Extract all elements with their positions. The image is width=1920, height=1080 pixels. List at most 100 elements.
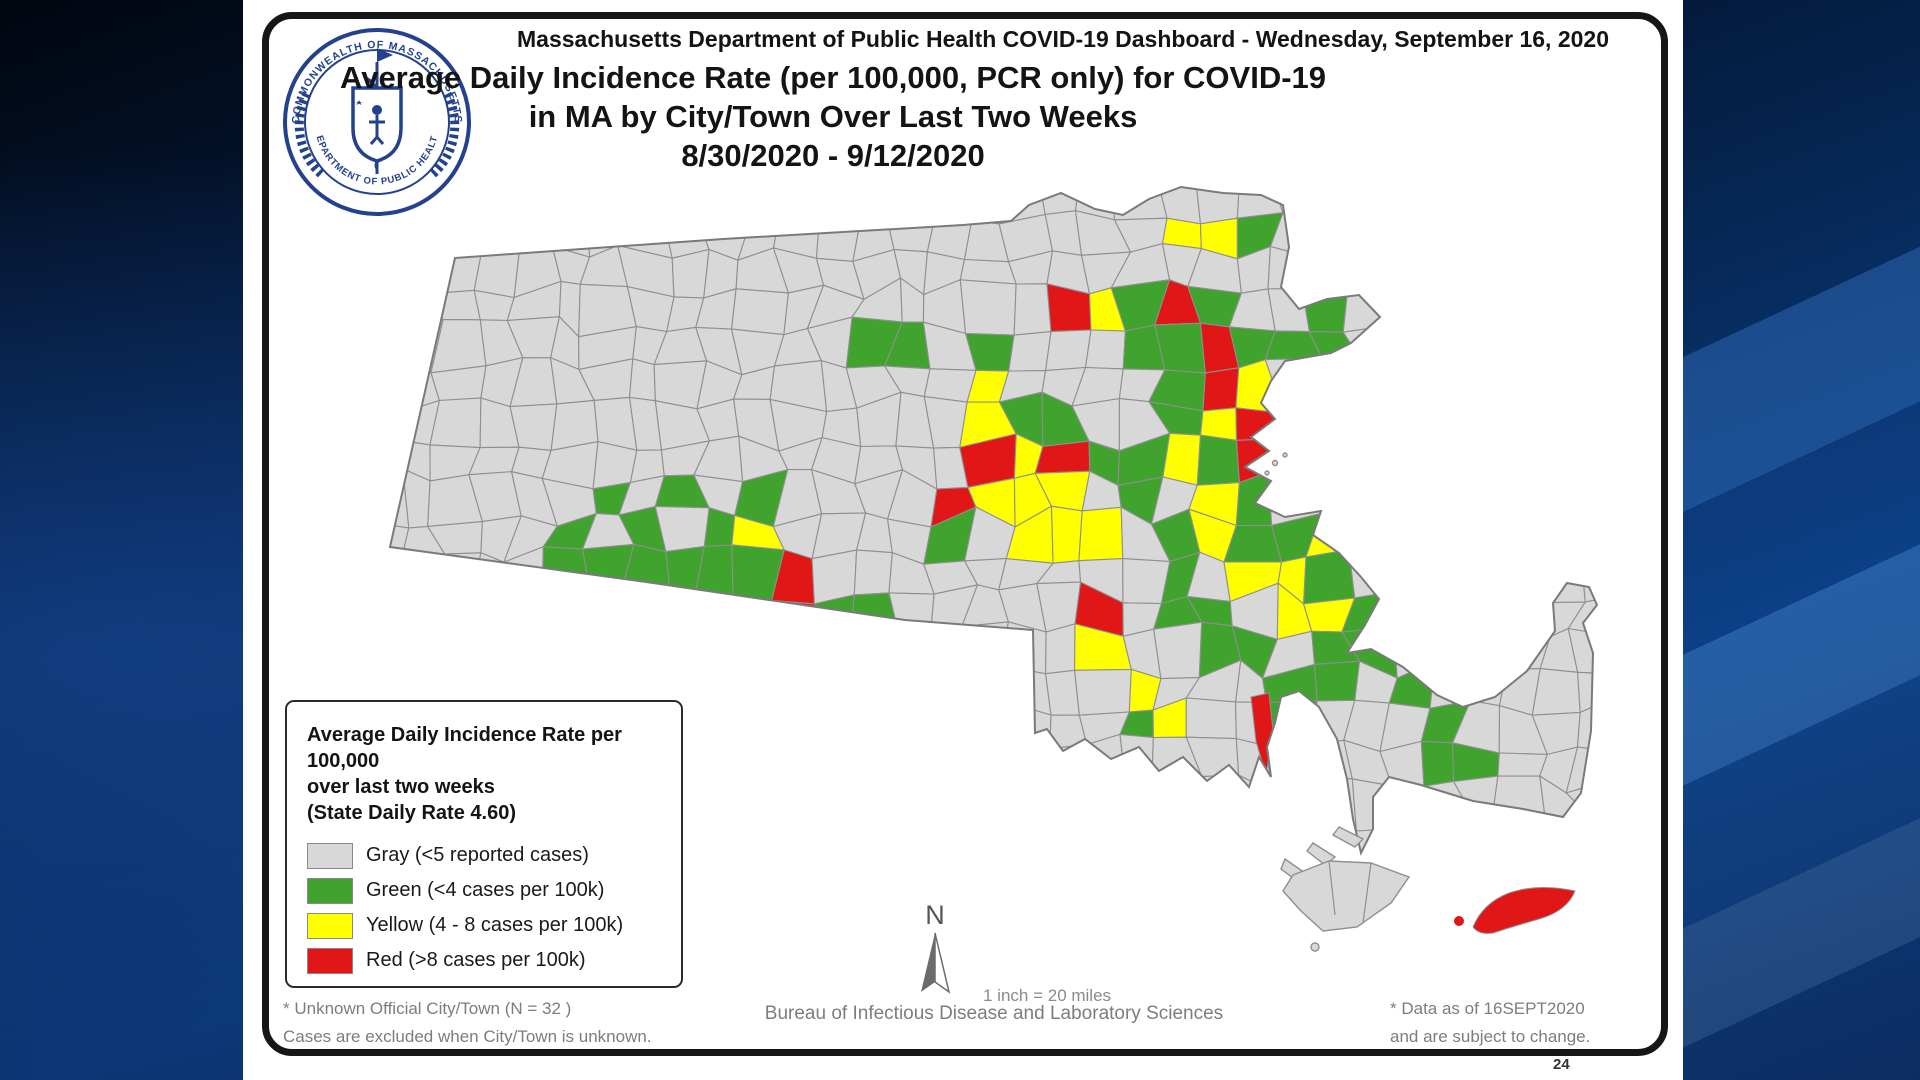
town-cell	[1528, 475, 1574, 522]
town-cell	[390, 519, 410, 565]
legend-row-red: Red (>8 cases per 100k)	[307, 943, 661, 978]
town-cell	[961, 740, 1007, 788]
town-cell	[1497, 752, 1549, 777]
town-cell	[473, 585, 511, 633]
town-cell	[1319, 478, 1347, 515]
town-cell	[1606, 471, 1623, 519]
elizabeth-island-icon	[1331, 826, 1365, 848]
town-cell	[691, 813, 750, 853]
town-cell	[323, 431, 368, 488]
town-cell	[1381, 824, 1428, 853]
town-cell	[1273, 410, 1316, 445]
town-cell	[1153, 850, 1205, 853]
town-cell	[1577, 671, 1597, 714]
town-cell	[701, 622, 744, 666]
page-number: 24	[1553, 1056, 1570, 1073]
town-cell	[933, 187, 973, 221]
legend-label-red: Red (>8 cases per 100k)	[366, 949, 586, 971]
town-cell	[507, 187, 558, 225]
town-cell	[890, 699, 938, 746]
background-stripes	[1683, 0, 1920, 1080]
north-indicator: N	[915, 900, 955, 1001]
town-cell	[1574, 279, 1597, 338]
town-cell	[995, 664, 1052, 716]
town-cell	[961, 621, 1010, 669]
town-cell	[390, 630, 397, 678]
dashboard-slide: COMMONWEALTH OF MASSACHUSETTS DEPARTMENT…	[243, 0, 1683, 1080]
town-cell	[1453, 667, 1508, 707]
town-cell	[1264, 357, 1323, 414]
town-cell	[390, 363, 400, 415]
town-cell	[1463, 852, 1508, 853]
town-cell	[654, 622, 713, 672]
town-cell	[390, 552, 404, 600]
town-cell	[694, 772, 750, 816]
town-cell	[435, 187, 481, 215]
town-cell	[1121, 815, 1169, 853]
town-cell	[390, 622, 448, 678]
island-town-lines	[1328, 860, 1372, 924]
town-cell	[1499, 187, 1544, 214]
town-cell	[1189, 855, 1240, 901]
map-legend: Average Daily Incidence Rate per 100,000…	[285, 700, 683, 988]
footnote-subject-change: and are subject to change.	[1390, 1027, 1591, 1046]
town-cell	[433, 585, 477, 625]
town-cell	[735, 636, 786, 665]
map-title-line2: in MA by City/Town Over Last Two Weeks	[528, 99, 1138, 134]
town-cell	[551, 187, 589, 221]
town-cell	[1506, 477, 1547, 522]
town-cell	[390, 247, 408, 290]
town-cell	[1414, 398, 1460, 449]
town-cell	[1570, 849, 1597, 853]
town-cell	[659, 187, 699, 208]
town-cell	[893, 619, 932, 676]
town-cell	[1541, 283, 1586, 338]
town-cell	[1455, 360, 1507, 411]
town-cell	[1381, 785, 1427, 831]
town-cell	[390, 201, 407, 257]
town-cell	[888, 592, 935, 635]
town-cell	[541, 585, 596, 643]
town-cell	[924, 625, 977, 676]
town-cell	[323, 630, 361, 670]
town-cell	[509, 631, 553, 677]
town-cell	[1379, 187, 1426, 215]
town-cell	[390, 412, 401, 440]
town-cell	[1610, 592, 1623, 638]
town-cell	[850, 592, 897, 631]
town-cell	[1532, 251, 1586, 293]
town-cell	[1034, 440, 1091, 474]
town-cell	[432, 621, 483, 674]
town-cell	[1393, 626, 1436, 679]
town-cell	[323, 518, 367, 564]
town-cell	[1383, 552, 1436, 598]
town-cell	[1493, 260, 1549, 295]
town-cell	[730, 288, 790, 336]
town-cell	[692, 852, 742, 853]
town-cell	[810, 779, 851, 831]
town-cell	[1202, 367, 1240, 412]
town-cell	[1414, 255, 1474, 294]
dph-seal-logo: COMMONWEALTH OF MASSACHUSETTS DEPARTMENT…	[281, 22, 471, 216]
town-cell	[1433, 594, 1463, 634]
town-cell	[475, 620, 519, 674]
town-cell	[398, 287, 444, 327]
town-cell	[1045, 623, 1076, 675]
town-cell	[768, 709, 824, 752]
town-cell	[1417, 856, 1464, 900]
town-cell	[730, 662, 786, 717]
town-cell	[671, 248, 710, 299]
town-cell	[1337, 505, 1387, 554]
town-cell	[1620, 621, 1623, 674]
town-cell	[925, 814, 979, 853]
islands	[1264, 452, 1576, 952]
town-cell	[1385, 468, 1434, 528]
town-cell	[1490, 817, 1546, 853]
town-cell	[581, 543, 635, 599]
town-cell	[1425, 816, 1475, 853]
town-cell	[475, 187, 520, 225]
town-cell	[1568, 475, 1597, 520]
town-cell	[1568, 508, 1597, 561]
town-cell	[779, 629, 829, 665]
town-cell	[594, 629, 632, 674]
